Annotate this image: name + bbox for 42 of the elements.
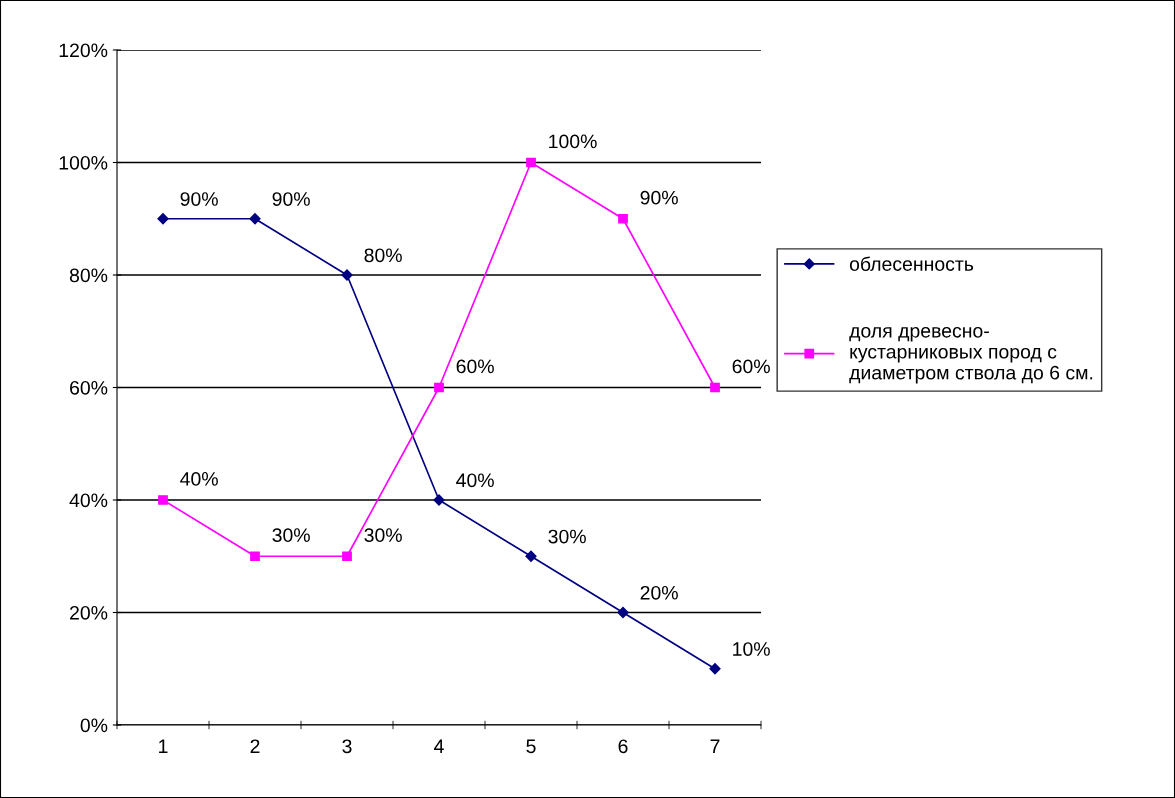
data-label: 30% bbox=[548, 529, 586, 544]
y-tick-label: 20% bbox=[70, 605, 108, 620]
x-tick-label: 4 bbox=[434, 739, 444, 753]
y-tick-label: 80% bbox=[69, 268, 108, 283]
data-label: 60% bbox=[732, 359, 770, 374]
data-label: 90% bbox=[180, 192, 218, 206]
point bbox=[434, 382, 444, 393]
point bbox=[709, 663, 721, 675]
x-tick-label: 6 bbox=[618, 739, 628, 754]
x-tick-label: 3 bbox=[342, 739, 352, 754]
point bbox=[157, 213, 169, 225]
data-label: 90% bbox=[272, 192, 310, 206]
point bbox=[525, 550, 537, 562]
x-tick-label: 1 bbox=[159, 739, 168, 753]
y-tick-label: 120% bbox=[59, 43, 108, 58]
point bbox=[526, 157, 536, 168]
point bbox=[342, 551, 352, 562]
y-tick-label: 100% bbox=[59, 155, 108, 170]
data-label: 40% bbox=[456, 473, 494, 488]
point bbox=[250, 551, 260, 562]
data-label: 60% bbox=[456, 359, 494, 374]
point bbox=[617, 606, 629, 619]
data-label: 100% bbox=[549, 134, 597, 149]
data-label: 10% bbox=[733, 642, 770, 656]
point bbox=[249, 213, 261, 225]
data-label: 80% bbox=[364, 248, 402, 263]
x-tick-label: 7 bbox=[710, 739, 720, 753]
point bbox=[618, 213, 628, 224]
point bbox=[710, 382, 720, 393]
data-label: 30% bbox=[272, 528, 310, 543]
legend-label: доля древесно- кустарниковых пород с диаметром ствола до 6 см. bbox=[849, 326, 1093, 384]
data-label: 20% bbox=[640, 585, 678, 600]
y-tick-label: 60% bbox=[70, 380, 108, 395]
data-label: 40% bbox=[180, 472, 218, 486]
y-tick-label: 0% bbox=[80, 718, 108, 733]
data-label: 30% bbox=[364, 528, 402, 543]
data-label: 90% bbox=[640, 190, 678, 205]
legend-label: облесенность bbox=[849, 256, 974, 271]
point bbox=[158, 495, 168, 505]
x-tick-label: 5 bbox=[526, 739, 536, 754]
x-tick-label: 2 bbox=[250, 739, 260, 753]
y-tick-label: 40% bbox=[69, 493, 108, 508]
